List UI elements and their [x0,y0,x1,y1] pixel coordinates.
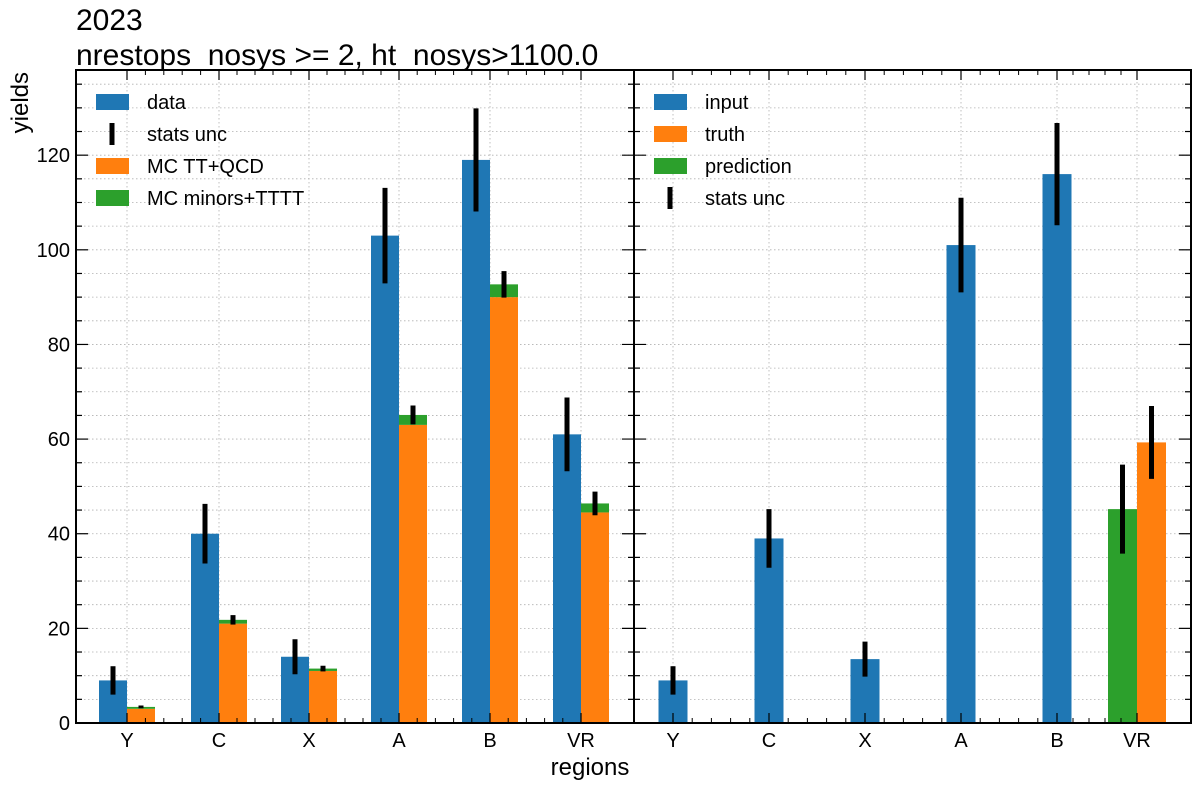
mc-ttqcd-bar [127,708,155,723]
legend-swatch [654,158,687,174]
x-tick-label: VR [567,730,595,752]
y-tick-label: 20 [48,618,70,640]
legend-label: prediction [705,156,792,178]
right-panel-frame [633,69,1192,724]
mc-ttqcd-bar [219,623,247,723]
y-tick-label: 40 [48,524,70,546]
chart-title-line-2: nrestops_nosys >= 2, ht_nosys>1100.0 [76,39,598,72]
legend-layer: data stats unc MC TT+QCD MC minors+TTTT inpu… [96,92,792,210]
axes-layer [75,69,1192,724]
legend-label: truth [705,124,745,146]
mc-ttqcd-bar [581,512,609,723]
y-tick-label: 80 [48,334,70,356]
y-tick-label: 60 [48,429,70,451]
truth-bar [1137,442,1166,723]
x-tick-label: A [392,730,406,752]
legend-swatch [654,126,687,142]
x-tick-label: X [858,730,871,752]
data-bar [371,235,399,723]
chart-title-line-1: 2023 [76,4,143,37]
legend-label: data [147,92,187,114]
y-tick-label: 0 [59,713,70,735]
x-tick-label: C [762,730,776,752]
x-tick-label: VR [1123,730,1151,752]
x-tick-label: A [954,730,968,752]
ticks-layer: 0 20 40 60 80 100 120 Y C X A B VR Y C X A B VR [37,70,1191,752]
legend-swatch [96,94,129,110]
data-bar [191,533,219,723]
input-bar [946,245,976,723]
mc-ttqcd-bar [399,424,427,723]
x-tick-label: B [483,730,496,752]
y-tick-label: 120 [37,145,70,167]
legend-label: stats unc [147,124,227,146]
x-axis-label: regions [551,754,630,781]
x-tick-label: Y [120,730,133,752]
x-tick-label: X [302,730,315,752]
x-tick-label: B [1050,730,1063,752]
legend-swatch [96,190,129,206]
x-tick-label: Y [666,730,679,752]
input-bar [754,538,784,723]
bars-layer [99,159,1166,724]
legend-label: stats unc [705,188,785,210]
mc-ttqcd-bar [490,297,518,723]
y-axis-label: yields [7,72,34,133]
x-tick-label: C [212,730,226,752]
mc-ttqcd-bar [309,670,337,723]
input-bar [1042,174,1072,724]
legend-swatch [654,94,687,110]
legend-label: MC minors+TTTT [147,188,304,210]
y-tick-label: 100 [37,240,70,262]
data-bar [553,434,581,723]
errorbar-layer [110,108,1154,709]
legend-label: MC TT+QCD [147,156,264,178]
legend-label: input [705,92,749,114]
legend-swatch [96,158,129,174]
data-bar [462,159,490,724]
